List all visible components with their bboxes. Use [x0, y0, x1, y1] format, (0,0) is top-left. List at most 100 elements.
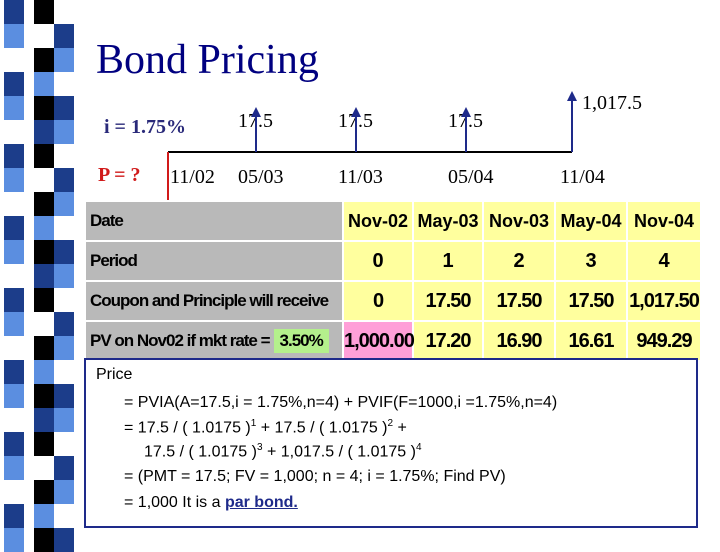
strip-square: [4, 240, 24, 264]
strip-square: [4, 0, 24, 24]
row-label-cashflow: Coupon and Principle will receive: [84, 280, 344, 322]
strip-square: [4, 288, 24, 312]
price-derivation-box: Price = PVIA(A=17.5,i = 1.75%,n=4) + PVI…: [84, 358, 698, 528]
strip-square: [54, 168, 74, 192]
strip-square: [34, 192, 54, 216]
strip-square: [4, 144, 24, 168]
strip-square: [34, 504, 54, 528]
row-label-date: Date: [84, 200, 344, 242]
market-rate-cell: 3.50%: [273, 329, 329, 353]
strip-square: [34, 408, 54, 432]
period-cell-3: 3: [554, 240, 628, 282]
pv-label-text: PV on Nov02 if mkt rate =: [90, 331, 271, 350]
price-line-3-exp2: 4: [415, 442, 422, 453]
cashflow-cell-0: 0: [342, 280, 414, 322]
price-line-3-a: 17.5 / ( 1.0175 ): [144, 443, 257, 461]
strip-square: [4, 216, 24, 240]
pv-cell-1: 17.20: [412, 320, 484, 362]
strip-square: [54, 240, 74, 264]
strip-square: [54, 480, 74, 504]
date-cell-4: Nov-04: [626, 200, 702, 242]
cashflow-cell-3: 17.50: [554, 280, 628, 322]
cashflow-cell-4: 1,017.50: [626, 280, 702, 322]
strip-square: [54, 264, 74, 288]
price-line-3: 17.5 / ( 1.0175 )3 + 1,017.5 / ( 1.0175 …: [144, 442, 422, 461]
strip-square: [34, 96, 54, 120]
pv-table: Date Nov-02 May-03 Nov-03 May-04 Nov-04 …: [84, 200, 702, 362]
price-line-2-a: = 17.5 / ( 1.0175 ): [124, 419, 251, 437]
table-row-pv: PV on Nov02 if mkt rate = 3.50% 1,000.00 …: [84, 320, 702, 362]
strip-square: [34, 240, 54, 264]
strip-square: [4, 432, 24, 456]
decorative-side-strip: [0, 0, 75, 552]
strip-square: [4, 96, 24, 120]
date-cell-1: May-03: [412, 200, 484, 242]
row-label-pv: PV on Nov02 if mkt rate = 3.50%: [84, 320, 344, 362]
pv-cell-0: 1,000.00: [342, 320, 415, 362]
strip-square: [34, 144, 54, 168]
strip-square: [4, 312, 24, 336]
price-line-2-b: + 17.5 / ( 1.0175 ): [256, 419, 388, 437]
price-line-2-exp2: 2: [387, 418, 394, 429]
price-line-3-exp1: 3: [256, 442, 263, 453]
strip-square: [4, 360, 24, 384]
pv-cell-2: 16.90: [482, 320, 556, 362]
strip-square: [34, 0, 54, 24]
timeline-date-4: 11/04: [560, 166, 605, 188]
strip-square: [4, 24, 24, 48]
timeline-arrows: [163, 91, 577, 213]
pv-cell-4: 949.29: [626, 320, 702, 362]
strip-square: [54, 456, 74, 480]
cashflow-cell-2: 17.50: [482, 280, 556, 322]
timeline-date-3: 05/04: [448, 166, 494, 188]
table-row-period: Period 0 1 2 3 4: [84, 240, 702, 282]
price-line-2: = 17.5 / ( 1.0175 )1 + 17.5 / ( 1.0175 )…: [124, 418, 407, 437]
strip-square: [54, 312, 74, 336]
period-cell-1: 1: [412, 240, 484, 282]
date-cell-3: May-04: [554, 200, 628, 242]
strip-square: [54, 24, 74, 48]
cashflow-cell-1: 17.50: [412, 280, 484, 322]
date-cell-0: Nov-02: [342, 200, 414, 242]
strip-square: [34, 360, 54, 384]
strip-square: [34, 72, 54, 96]
strip-square: [34, 288, 54, 312]
strip-square: [54, 384, 74, 408]
timeline-date-0: 11/02: [170, 166, 215, 188]
pv-cell-3: 16.61: [554, 320, 628, 362]
strip-square: [34, 216, 54, 240]
timeline-date-2: 11/03: [338, 166, 383, 188]
table-row-date: Date Nov-02 May-03 Nov-03 May-04 Nov-04: [84, 200, 702, 242]
rate-label: i = 1.75%: [104, 116, 186, 138]
date-cell-2: Nov-03: [482, 200, 556, 242]
par-bond-link[interactable]: par bond.: [224, 494, 298, 511]
price-label: P = ?: [98, 164, 141, 186]
strip-square: [34, 264, 54, 288]
row-label-period: Period: [84, 240, 344, 282]
strip-square: [54, 336, 74, 360]
strip-square: [34, 336, 54, 360]
strip-square: [34, 432, 54, 456]
coupon-4: 1,017.5: [582, 92, 642, 114]
strip-square: [4, 504, 24, 528]
strip-square: [54, 192, 74, 216]
strip-square: [34, 48, 54, 72]
strip-square: [4, 456, 24, 480]
period-cell-2: 2: [482, 240, 556, 282]
strip-square: [54, 120, 74, 144]
timeline-date-1: 05/03: [238, 166, 284, 188]
price-heading: Price: [96, 366, 133, 383]
slide-title: Bond Pricing: [96, 37, 319, 83]
strip-square: [34, 120, 54, 144]
period-cell-4: 4: [626, 240, 702, 282]
strip-square: [34, 480, 54, 504]
strip-square: [34, 384, 54, 408]
price-line-5: = 1,000 It is a par bond.: [124, 494, 298, 512]
strip-square: [4, 72, 24, 96]
price-line-3-b: + 1,017.5 / ( 1.0175 ): [262, 443, 416, 461]
price-line-2-exp1: 1: [250, 418, 257, 429]
strip-square: [54, 408, 74, 432]
price-line-1: = PVIA(A=17.5,i = 1.75%,n=4) + PVIF(F=10…: [124, 394, 558, 411]
price-line-4: = (PMT = 17.5; FV = 1,000; n = 4; i = 1.…: [124, 468, 506, 485]
price-line-5-a: = 1,000 It is a: [124, 494, 225, 511]
